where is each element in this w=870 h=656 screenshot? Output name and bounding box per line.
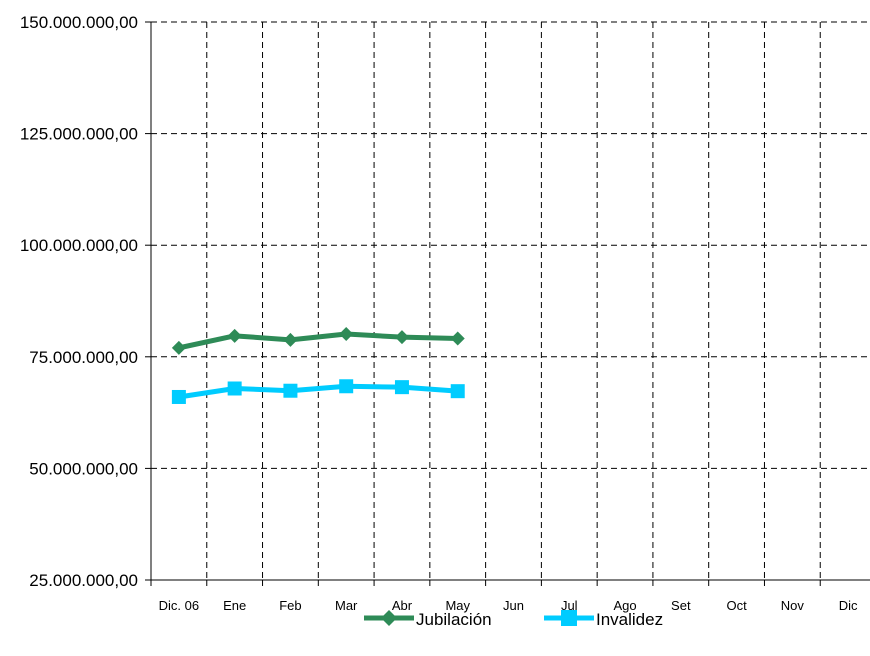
- x-tick-label: May: [445, 598, 470, 613]
- data-point-jubilacion: [450, 331, 465, 346]
- y-tick-label: 100.000.000,00: [20, 236, 138, 255]
- legend-label-invalidez: Invalidez: [596, 610, 663, 629]
- x-tick-label: Jun: [503, 598, 524, 613]
- data-point-invalidez: [283, 383, 298, 398]
- data-point-invalidez: [171, 389, 186, 404]
- data-point-invalidez: [227, 381, 242, 396]
- series-line-invalidez: [178, 383, 458, 400]
- y-tick-label: 125.000.000,00: [20, 125, 138, 144]
- data-point-jubilacion: [339, 327, 354, 342]
- legend-marker-jubilacion: [381, 610, 397, 626]
- x-tick-label: Jul: [561, 598, 578, 613]
- y-tick-label: 75.000.000,00: [29, 348, 138, 367]
- x-tick-label: Ago: [613, 598, 636, 613]
- data-point-jubilacion: [171, 340, 186, 355]
- data-point-invalidez: [394, 380, 409, 395]
- data-point-jubilacion: [283, 332, 298, 347]
- y-tick-label: 25.000.000,00: [29, 571, 138, 590]
- x-tick-label: Dic. 06: [159, 598, 199, 613]
- y-tick-label: 50.000.000,00: [29, 459, 138, 478]
- legend-marker-invalidez: [561, 610, 577, 626]
- y-tick-label: 150.000.000,00: [20, 13, 138, 32]
- x-tick-label: Set: [671, 598, 691, 613]
- data-point-invalidez: [450, 384, 465, 399]
- x-tick-label: Nov: [781, 598, 805, 613]
- data-point-invalidez: [339, 379, 354, 394]
- x-tick-label: Mar: [335, 598, 358, 613]
- x-tick-label: Abr: [392, 598, 413, 613]
- x-tick-label: Ene: [223, 598, 246, 613]
- x-tick-label: Oct: [726, 598, 747, 613]
- x-tick-label: Dic: [839, 598, 858, 613]
- series-line-jubilacion: [178, 331, 458, 351]
- legend-label-jubilacion: Jubilación: [416, 610, 492, 629]
- x-tick-label: Feb: [279, 598, 301, 613]
- data-point-jubilacion: [227, 328, 242, 343]
- data-point-jubilacion: [394, 330, 409, 345]
